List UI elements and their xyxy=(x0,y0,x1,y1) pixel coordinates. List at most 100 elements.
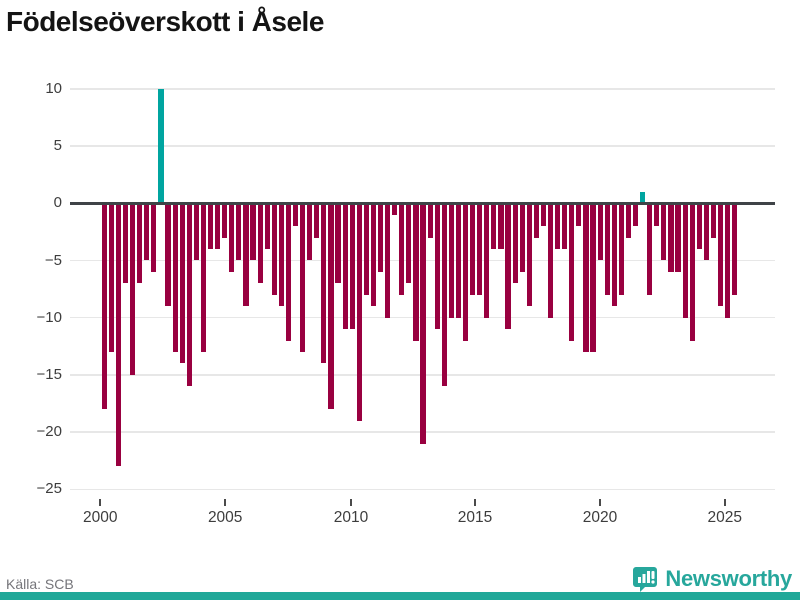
bar xyxy=(484,203,490,318)
gridline xyxy=(70,488,775,491)
x-axis-tick-label: 2020 xyxy=(582,509,618,526)
x-axis-tick-label: 2005 xyxy=(207,509,243,526)
y-axis-tick-label: 10 xyxy=(45,79,62,97)
bar xyxy=(200,203,207,353)
bar xyxy=(413,203,419,341)
bar xyxy=(406,203,412,284)
bar xyxy=(640,191,646,204)
bar xyxy=(498,203,504,250)
bar xyxy=(321,203,327,364)
brand-wordmark: Newsworthy xyxy=(665,566,792,591)
bar xyxy=(632,203,639,227)
bar xyxy=(647,203,653,295)
bar xyxy=(115,203,122,467)
x-axis-tick xyxy=(474,499,476,506)
bar xyxy=(583,203,589,353)
bar xyxy=(562,203,568,250)
bar xyxy=(434,203,440,330)
x-axis-tick-label: 2000 xyxy=(83,509,118,526)
bar xyxy=(264,203,270,250)
y-axis-tick-label: 0 xyxy=(53,194,62,212)
bar xyxy=(250,203,256,261)
bar xyxy=(222,203,228,238)
bar xyxy=(675,203,681,272)
y-axis-tick-label: 5 xyxy=(53,137,62,155)
bar xyxy=(285,203,292,341)
bar xyxy=(130,203,136,375)
bar xyxy=(186,203,192,387)
bar xyxy=(455,203,462,318)
bar xyxy=(179,203,185,364)
bar xyxy=(441,203,447,387)
bar xyxy=(370,203,377,307)
bar xyxy=(668,203,674,272)
y-axis-tick-label: −5 xyxy=(44,251,62,269)
bar xyxy=(427,203,433,238)
bar xyxy=(392,203,398,215)
bar xyxy=(137,203,143,284)
bar xyxy=(717,203,724,307)
bar xyxy=(470,203,476,295)
bar xyxy=(604,203,610,295)
bar xyxy=(611,203,617,307)
bar xyxy=(526,203,532,307)
gridline xyxy=(70,145,775,147)
bar xyxy=(158,88,164,204)
bar xyxy=(342,203,348,330)
x-axis-tick xyxy=(723,499,726,506)
x-axis-tick xyxy=(224,499,227,506)
footer-accent-strip xyxy=(0,592,800,600)
bar xyxy=(576,203,582,227)
pin-barchart-icon xyxy=(632,566,658,592)
x-axis-tick xyxy=(99,499,102,506)
bar xyxy=(207,203,214,250)
bar xyxy=(363,203,369,295)
bar xyxy=(462,203,469,341)
bar xyxy=(569,203,575,341)
bar xyxy=(101,203,107,410)
bar xyxy=(448,203,454,318)
bar xyxy=(597,203,603,261)
source-caption: Källa: SCB xyxy=(6,576,74,592)
bar xyxy=(335,203,341,284)
bar xyxy=(661,203,667,261)
bar xyxy=(278,203,284,307)
bar xyxy=(257,203,263,284)
bar xyxy=(229,203,235,272)
bar xyxy=(172,203,178,353)
bar xyxy=(300,203,306,353)
bar xyxy=(703,203,709,261)
bar xyxy=(399,203,405,295)
bar xyxy=(540,203,547,227)
gridline-zero xyxy=(70,201,775,205)
bar xyxy=(271,203,277,295)
x-axis-tick-label: 2015 xyxy=(457,509,493,526)
bar xyxy=(618,203,624,295)
bar xyxy=(122,203,129,284)
bar xyxy=(732,203,738,295)
bar xyxy=(505,203,511,330)
bar xyxy=(654,203,660,227)
y-axis-tick-label: −10 xyxy=(36,308,62,326)
bar xyxy=(533,203,539,238)
brand-logo: Newsworthy xyxy=(632,566,792,592)
bar xyxy=(519,203,525,272)
x-axis-tick-label: 2010 xyxy=(333,509,369,526)
bar xyxy=(243,203,249,307)
bar xyxy=(710,203,717,238)
bar xyxy=(512,203,518,284)
bar xyxy=(292,203,299,227)
bar xyxy=(215,203,221,250)
chart-title: Födelseöverskott i Åsele xyxy=(6,6,324,37)
bar xyxy=(377,203,384,272)
y-axis-tick-label: −25 xyxy=(36,480,62,498)
bar xyxy=(108,203,114,353)
bar xyxy=(193,203,199,261)
bar xyxy=(696,203,702,250)
bar xyxy=(165,203,171,307)
x-axis-tick xyxy=(350,499,352,506)
bar xyxy=(477,203,483,295)
bar xyxy=(356,203,362,421)
bar xyxy=(151,203,157,272)
